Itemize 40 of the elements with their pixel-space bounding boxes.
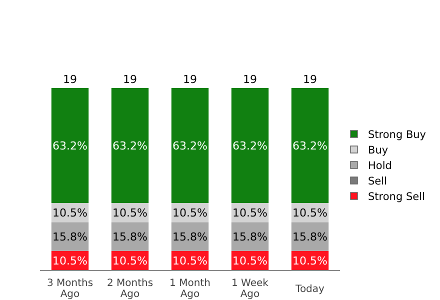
data-label: 10.5% xyxy=(52,254,88,268)
data-label: 10.5% xyxy=(292,206,328,220)
data-label: 10.5% xyxy=(172,254,208,268)
data-label: 10.5% xyxy=(232,254,268,268)
legend-label: Strong Sell xyxy=(368,191,425,203)
annotation: 19 xyxy=(183,73,197,86)
annotation: 19 xyxy=(123,73,137,86)
annotation: 19 xyxy=(63,73,77,86)
legend-label: Sell xyxy=(368,176,387,188)
data-label: 15.8% xyxy=(292,230,328,244)
bar xyxy=(291,88,329,204)
x-tick-label: 3 Months Ago xyxy=(46,278,94,300)
data-label: 10.5% xyxy=(232,206,268,220)
data-label: 15.8% xyxy=(52,230,88,244)
data-label: 10.5% xyxy=(112,254,148,268)
data-label: 10.5% xyxy=(112,206,148,220)
bar xyxy=(171,88,209,204)
data-label: 10.5% xyxy=(172,206,208,220)
data-label: 15.8% xyxy=(112,230,148,244)
x-tick-label: Today xyxy=(294,284,325,295)
legend-label: Strong Buy xyxy=(368,129,426,141)
data-label: 63.2% xyxy=(52,140,88,153)
x-tick-label: 2 Months Ago xyxy=(106,278,154,300)
data-label: 15.8% xyxy=(232,230,268,244)
legend-label: Buy xyxy=(368,144,388,156)
data-label: 15.8% xyxy=(172,230,208,244)
x-tick-label: 1 Week Ago xyxy=(232,278,269,300)
x-tick-label: 1 Month Ago xyxy=(170,278,210,300)
data-label: 10.5% xyxy=(292,254,328,268)
data-label: 10.5% xyxy=(52,206,88,220)
bar xyxy=(231,88,269,204)
bar xyxy=(111,88,149,204)
annotation: 19 xyxy=(243,73,257,86)
data-label: 63.2% xyxy=(112,140,148,153)
data-label: 63.2% xyxy=(172,140,208,153)
data-label: 63.2% xyxy=(292,140,328,153)
data-label: 63.2% xyxy=(232,140,268,153)
annotation: 19 xyxy=(303,73,317,86)
legend-label: Hold xyxy=(368,160,392,172)
bar xyxy=(51,88,89,204)
